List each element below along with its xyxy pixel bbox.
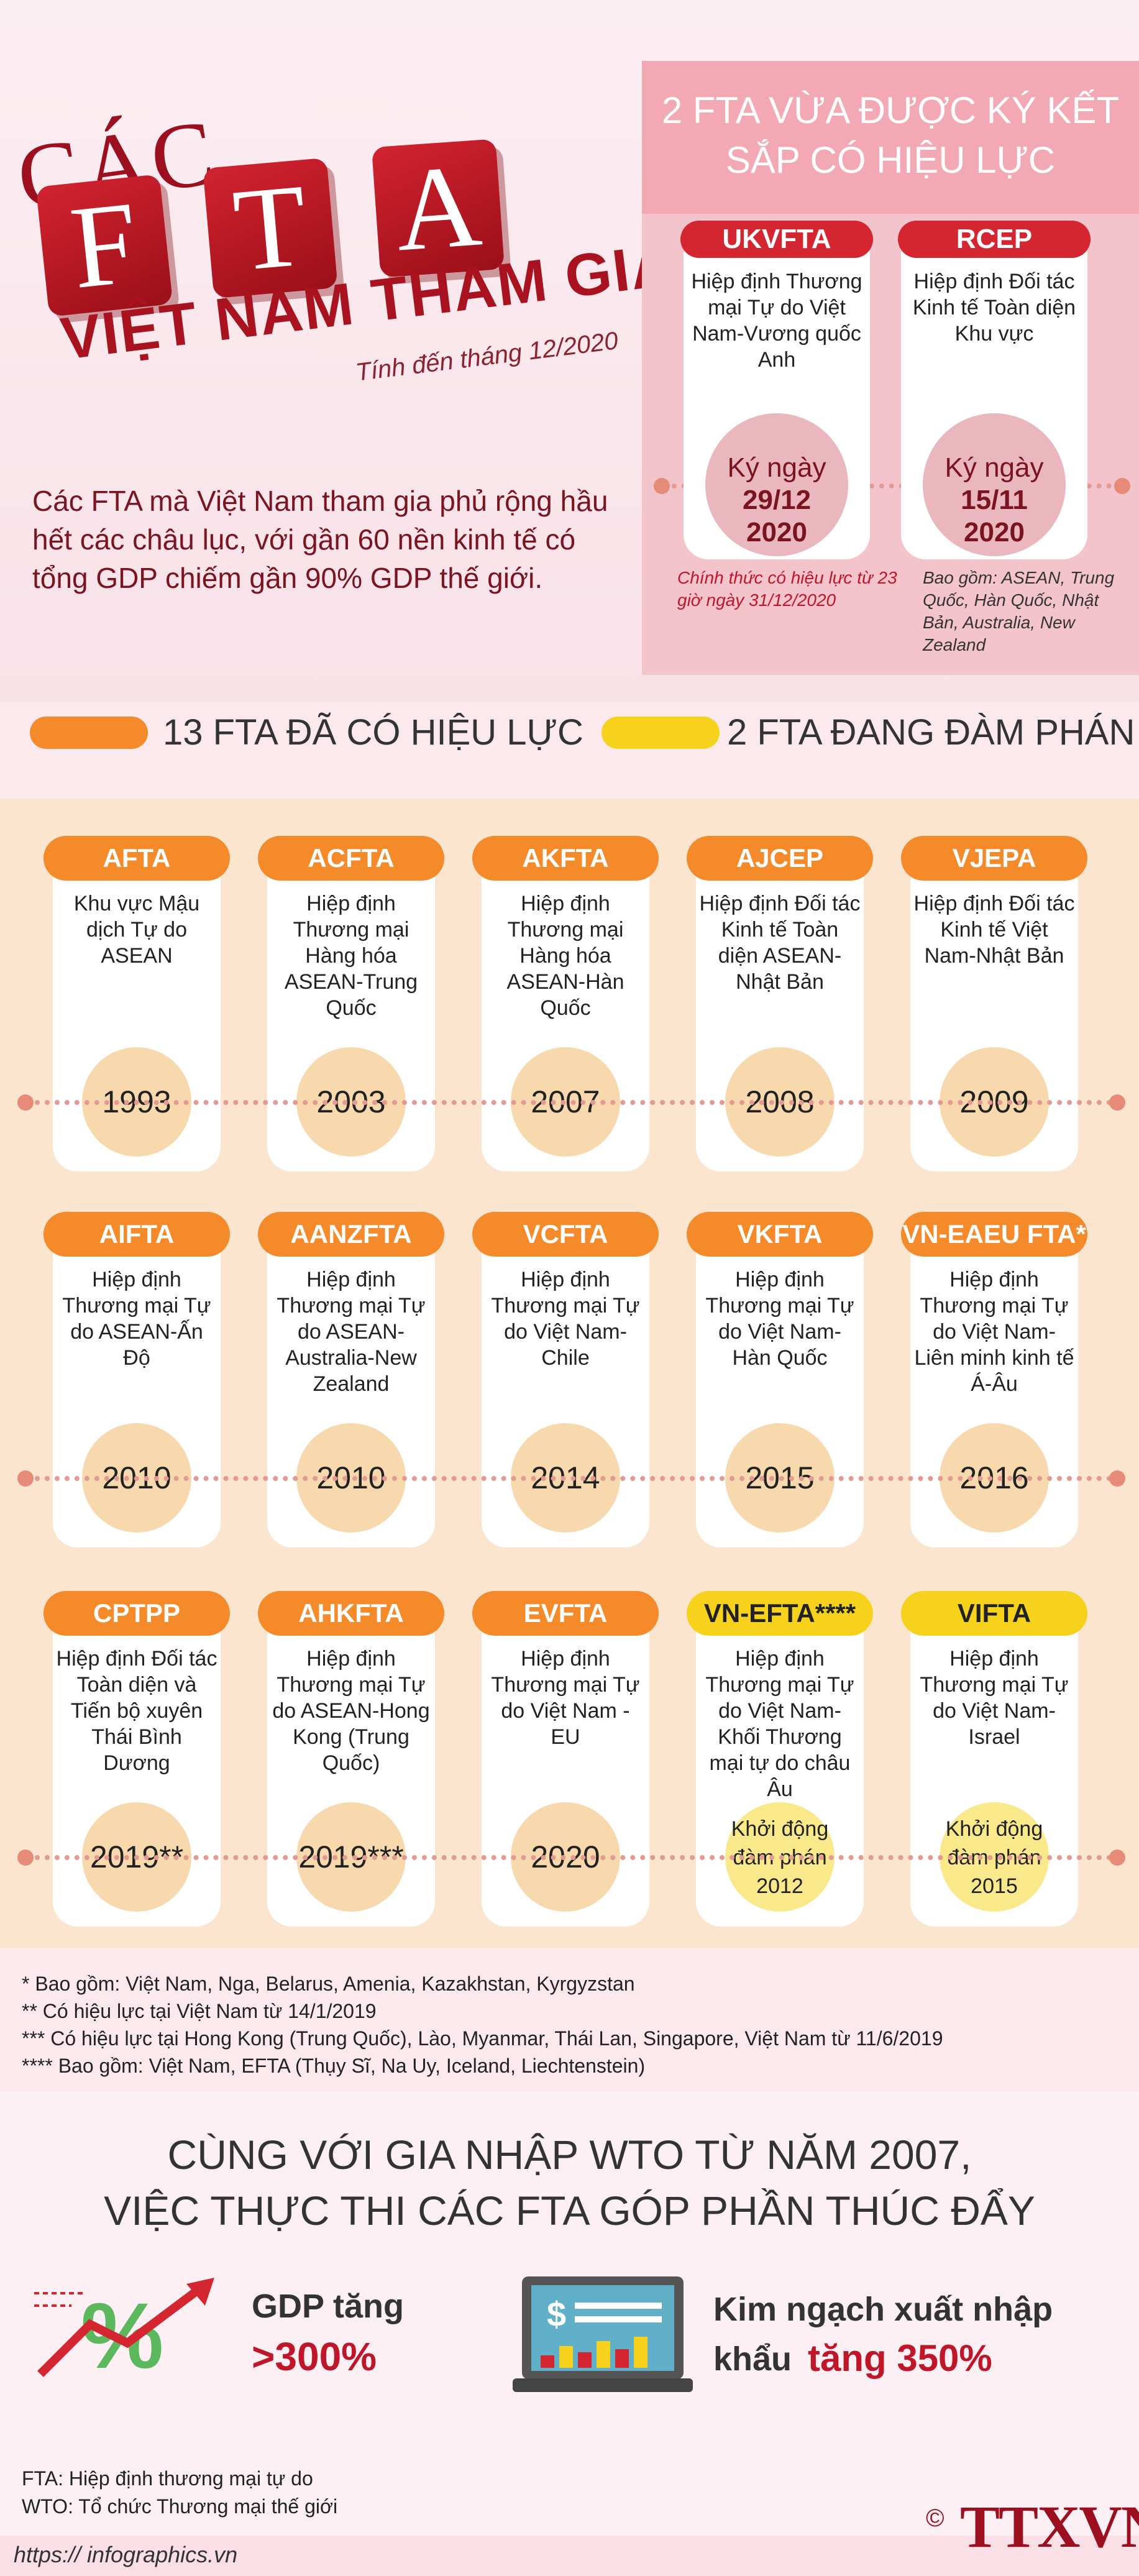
timeline-dotted-line (25, 1100, 1112, 1105)
fta-name: VIFTA (901, 1591, 1087, 1636)
fta-name: VJEPA (901, 836, 1087, 881)
signed-name-rcep: RCEP (898, 221, 1091, 258)
copyright-icon: © (926, 2505, 945, 2532)
glossary-wto: WTO: Tổ chức Thương mại thế giới (22, 2495, 338, 2518)
signed-line-end (1114, 478, 1130, 494)
fta-name: CPTPP (43, 1591, 230, 1636)
footnote-2: ** Có hiệu lực tại Việt Nam từ 14/1/2019 (22, 2000, 377, 2022)
fta-description: Hiệp định Thương mại Tự do ASEAN-Austral… (277, 1268, 426, 1396)
trade-value: tăng 350% (808, 2337, 992, 2379)
fta-description: Hiệp định Thương mại Tự do ASEAN-Hong Ko… (272, 1647, 430, 1775)
sign-year: 2020 (746, 517, 807, 548)
fta-name: AFTA (43, 836, 230, 881)
sign-label: Ký ngày (727, 452, 826, 483)
fta-description: Hiệp định Thương mại Hàng hóa ASEAN-Trun… (284, 892, 418, 1020)
timeline-dotted-line (25, 1855, 1112, 1860)
trade-monitor-icon: $ (513, 2276, 693, 2392)
legend-effective-swatch (30, 717, 148, 749)
signed-desc-rcep: Hiệp định Đối tác Kinh tế Toàn diện Khu … (912, 270, 1076, 346)
fta-name: VKFTA (687, 1212, 873, 1257)
timeline-dotted-line (25, 1476, 1112, 1481)
fta-name: VCFTA (472, 1212, 659, 1257)
fta-description: Hiệp định Đối tác Kinh tế Việt Nam-Nhật … (913, 892, 1075, 968)
legend-effective-label: 13 FTA ĐÃ CÓ HIỆU LỰC (163, 712, 583, 753)
sign-year: 2020 (964, 517, 1025, 548)
fta-description: Hiệp định Thương mại Tự do Việt Nam-Liên… (914, 1268, 1074, 1396)
fta-name: EVFTA (472, 1591, 659, 1636)
svg-text:%: % (81, 2283, 163, 2388)
fta-name: AKFTA (472, 836, 659, 881)
fta-description: Hiệp định Thương mại Tự do Việt Nam-Chil… (491, 1268, 640, 1370)
fta-name: AHKFTA (258, 1591, 444, 1636)
gdp-growth-icon: % (34, 2278, 214, 2388)
sign-date: 15/11 (961, 485, 1028, 515)
signed-desc-ukvfta: Hiệp định Thương mại Tự do Việt Nam-Vươn… (691, 270, 862, 372)
signed-title-line1: 2 FTA VỪA ĐƯỢC KÝ KẾT (661, 89, 1120, 131)
fta-name: AANZFTA (258, 1212, 444, 1257)
fta-name: ACFTA (258, 836, 444, 881)
fta-name: VN-EAEU FTA* (901, 1212, 1087, 1257)
fta-description: Hiệp định Thương mại Tự do Việt Nam - EU (491, 1647, 640, 1749)
signed-panel-header: 2 FTA VỪA ĐƯỢC KÝ KẾT SẮP CÓ HIỆU LỰC (642, 61, 1139, 214)
trade-label-1: Kim ngạch xuất nhập (713, 2291, 1053, 2328)
glossary-fta: FTA: Hiệp định thương mại tự do (22, 2467, 313, 2490)
fta-description: Hiệp định Đối tác Toàn diện và Tiến bộ x… (56, 1647, 217, 1775)
footnote-3: *** Có hiệu lực tại Hong Kong (Trung Quố… (22, 2027, 943, 2050)
ttxvn-logo: TTXVN (960, 2493, 1139, 2560)
signed-title-line2: SẮP CÓ HIỆU LỰC (725, 139, 1056, 181)
fta-description: Khu vực Mậu dịch Tự do ASEAN (73, 892, 200, 968)
fta-description: Hiệp định Đối tác Kinh tế Toàn diện ASEA… (699, 892, 861, 994)
fta-name: AJCEP (687, 836, 873, 881)
trade-label-2: khẩu (713, 2340, 792, 2378)
intro-text: Các FTA mà Việt Nam tham gia phủ rộng hầ… (32, 485, 608, 594)
signed-note-ukvfta: Chính thức có hiệu lực từ 23 giờ ngày 31… (677, 568, 897, 610)
source-link[interactable]: https:// infographics.vn (14, 2542, 238, 2567)
fta-description: Hiệp định Thương mại Tự do ASEAN-Ấn Độ (62, 1268, 211, 1370)
fta-name: AIFTA (43, 1212, 230, 1257)
fta-description: Hiệp định Thương mại Tự do Việt Nam-Khối… (705, 1647, 854, 1801)
footnote-1: * Bao gồm: Việt Nam, Nga, Belarus, Ameni… (22, 1973, 635, 1995)
legend-negotiating-swatch (602, 717, 720, 749)
signed-date-ukvfta: Ký ngày 29/12 2020 (705, 413, 848, 556)
fta-description: Hiệp định Thương mại Hàng hóa ASEAN-Hàn … (506, 892, 624, 1020)
bottom-heading-1: CÙNG VỚI GIA NHẬP WTO TỪ NĂM 2007, (167, 2132, 972, 2178)
signed-line-start (654, 478, 670, 494)
footnote-4: **** Bao gồm: Việt Nam, EFTA (Thụy Sĩ, N… (22, 2055, 646, 2077)
timeline-line-start (17, 1849, 34, 1866)
sign-date: 29/12 (742, 485, 812, 515)
timeline-line-end (1109, 1094, 1125, 1111)
footer-bar (0, 2536, 1139, 2576)
gdp-label: GDP tăng (252, 2288, 405, 2325)
fta-description: Hiệp định Thương mại Tự do Việt Nam-Hàn … (705, 1268, 854, 1370)
bottom-heading-2: VIỆC THỰC THI CÁC FTA GÓP PHẦN THÚC ĐẨY (104, 2188, 1035, 2234)
signed-dotted-line (662, 484, 1122, 488)
sign-label: Ký ngày (945, 452, 1044, 483)
fta-description: Hiệp định Thương mại Tự do Việt Nam-Isra… (920, 1647, 1069, 1749)
timeline-line-end (1109, 1470, 1125, 1487)
timeline-line-end (1109, 1849, 1125, 1866)
svg-text:$: $ (547, 2294, 566, 2334)
signed-note-rcep: Bao gồm: ASEAN, Trung Quốc, Hàn Quốc, Nh… (923, 568, 1115, 654)
gdp-value: >300% (252, 2334, 377, 2379)
footnotes: * Bao gồm: Việt Nam, Nga, Belarus, Ameni… (22, 1970, 943, 2079)
legend-negotiating-label: 2 FTA ĐANG ĐÀM PHÁN (727, 712, 1135, 753)
timeline-line-start (17, 1094, 34, 1111)
signed-name-ukvfta: UKVFTA (680, 221, 873, 258)
timeline-line-start (17, 1470, 34, 1487)
signed-date-rcep: Ký ngày 15/11 2020 (923, 413, 1066, 556)
fta-name: VN-EFTA**** (687, 1591, 873, 1636)
